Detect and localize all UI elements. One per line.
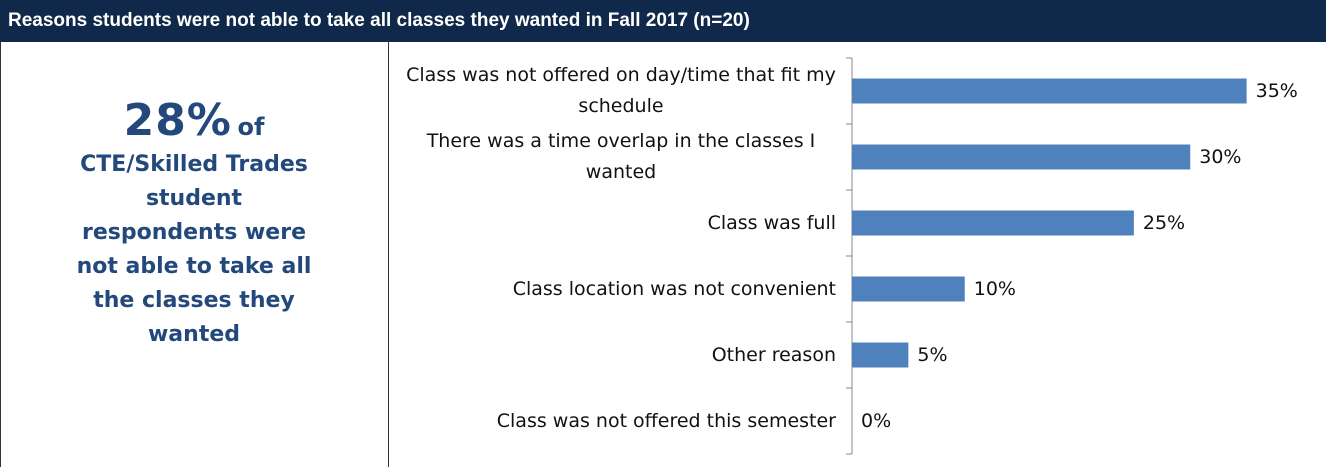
category-label: Other reason (712, 322, 836, 388)
category-label-text: Class was full (707, 211, 836, 234)
callout-panel (0, 42, 389, 467)
category-label-text: There was a time overlap in the classes … (426, 130, 816, 183)
category-label: There was a time overlap in the classes … (406, 124, 836, 190)
category-label-text: Class was not offered on day/time that f… (406, 64, 836, 117)
value-label: 35% (1255, 80, 1298, 102)
bar (852, 342, 909, 368)
bar (852, 276, 965, 302)
value-label: 25% (1142, 212, 1186, 234)
category-label: Class location was not convenient (513, 256, 836, 322)
header-title: Reasons students were not able to take a… (0, 0, 1326, 42)
category-label: Class was not offered on day/time that f… (406, 58, 836, 124)
category-label: Class was full (708, 190, 836, 256)
category-label-text: Class location was not convenient (512, 277, 836, 300)
callout-suffix: of (237, 113, 265, 141)
category-label-text: Other reason (711, 343, 836, 366)
bar (852, 210, 1134, 236)
bar (852, 78, 1247, 104)
category-label: Class was not offered this semester (497, 388, 836, 454)
callout-text: CTE/Skilled Trades student respondents w… (76, 152, 312, 347)
value-label: 30% (1199, 146, 1242, 168)
bar (852, 144, 1191, 170)
category-label-text: Class was not offered this semester (496, 409, 836, 432)
value-label: 0% (861, 410, 892, 432)
value-label: 5% (917, 344, 948, 366)
callout-figure: 28% (123, 95, 232, 146)
callout: 28% of CTE/Skilled Trades student respon… (0, 95, 388, 352)
value-label: 10% (973, 278, 1016, 300)
